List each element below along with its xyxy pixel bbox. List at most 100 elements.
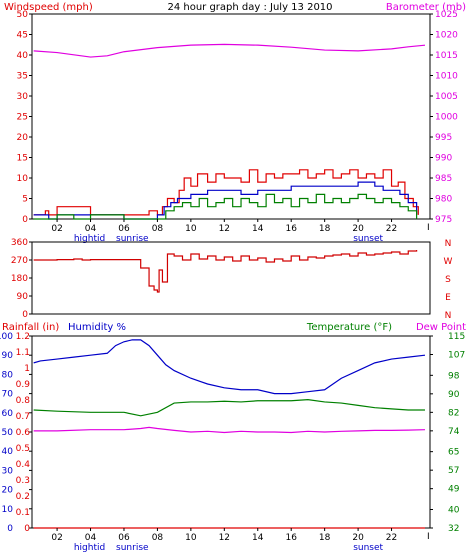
barometer-tick: 1015 — [435, 51, 458, 61]
x-tick-label: 06 — [118, 533, 130, 543]
rainfall-tick-labels: 0 0.1 0.2 0.3 0.4 0.5 0.6 0.7 0.8 0.9 1 1.1 1.2 — [16, 332, 31, 534]
direction-tick: 90 — [17, 292, 29, 302]
wind-direction-line — [33, 250, 418, 293]
temperature-tick: 65 — [448, 448, 459, 458]
magenta-series-line — [33, 426, 425, 434]
barometer-tick: 1020 — [435, 31, 458, 41]
temperature-tick: 57 — [448, 466, 459, 476]
direction-tick: 360 — [11, 238, 28, 248]
magenta-series-line — [33, 43, 426, 58]
x-tick-label: 14 — [252, 224, 264, 234]
humidity-tick: 10 — [2, 505, 14, 515]
x-tick-label: 20 — [352, 533, 364, 543]
rainfall-tick: 0.7 — [16, 412, 30, 422]
chart-title: 24 hour graph day : July 13 2010 — [167, 2, 332, 13]
rainfall-tick: 0 — [24, 524, 30, 534]
windspeed-tick: 50 — [17, 10, 29, 20]
x-tick-label: 12 — [219, 533, 230, 543]
temperature-tick: 98 — [448, 371, 460, 381]
x-tick-label: 22 — [386, 533, 397, 543]
windspeed-tick: 45 — [17, 31, 28, 41]
humidity-tick: 70 — [2, 390, 14, 400]
barometer-tick-labels: 975 980 985 990 995 1000 1005 1010 1015 1020 1025 — [430, 10, 458, 225]
humidity-temp-series — [33, 339, 426, 529]
temperature-tick-labels: 32 40 49 57 65 74 82 90 98 107 115 — [430, 332, 465, 534]
compass-label: W — [444, 257, 453, 267]
hightide-annotation-panel3: hightid — [74, 543, 105, 553]
humidity-tick: 40 — [2, 447, 14, 457]
rainfall-tick: 0.3 — [16, 476, 30, 486]
rainfall-tick: 0.1 — [16, 508, 30, 518]
x-tick-label: 16 — [285, 224, 297, 234]
temperature-tick: 32 — [448, 524, 459, 534]
rainfall-tick: 1 — [24, 364, 30, 374]
barometer-tick: 1010 — [435, 72, 458, 82]
barometer-tick: 975 — [435, 215, 452, 225]
temperature-tick: 49 — [448, 485, 460, 495]
green-series-line — [33, 399, 425, 417]
temperature-tick: 40 — [448, 505, 460, 515]
barometer-tick: 1025 — [435, 10, 458, 20]
x-tick-label: 04 — [85, 224, 97, 234]
humidity-tick: 90 — [2, 351, 14, 361]
rainfall-tick: 0.4 — [16, 460, 31, 470]
green-series-line — [33, 193, 418, 220]
humidity-axis-label: Humidity % — [68, 322, 126, 333]
red-series-line — [33, 169, 419, 216]
compass-label: E — [445, 293, 451, 303]
dew-point-axis-label: Dew Point — [416, 322, 466, 333]
hightide-annotation-panel1: hightid — [74, 234, 105, 244]
x-tick-label: 08 — [152, 224, 164, 234]
temperature-tick: 90 — [448, 390, 460, 400]
direction-tick: 0 — [22, 310, 28, 320]
temperature-tick: 115 — [448, 332, 465, 342]
temperature-axis-label: Temperature (°F) — [306, 322, 392, 333]
temperature-tick: 74 — [448, 427, 460, 437]
humidity-tick: 50 — [2, 428, 14, 438]
windspeed-tick: 35 — [17, 72, 28, 82]
humidity-tick: 80 — [2, 370, 14, 380]
x-tick-labels-panel3: 02 04 06 08 10 12 14 16 18 20 22 — [51, 528, 397, 543]
sunset-annotation-panel1: sunset — [353, 234, 383, 244]
compass-label: S — [445, 275, 451, 285]
x-tick-label: 10 — [185, 224, 197, 234]
x-tick-labels-panel1: 02 04 06 08 10 12 14 16 18 20 22 — [51, 219, 397, 234]
barometer-tick: 990 — [435, 154, 452, 164]
x-tick-label: 06 — [118, 224, 130, 234]
windspeed-tick-labels: 0 5 10 15 20 25 30 35 40 45 50 — [17, 10, 32, 225]
humidity-tick: 30 — [2, 466, 14, 476]
barometer-tick: 995 — [435, 133, 452, 143]
compass-label: N — [445, 239, 452, 249]
x-tick-label: 02 — [51, 224, 62, 234]
x-end-label-panel1: I — [427, 223, 430, 233]
x-tick-label: 04 — [85, 533, 97, 543]
temperature-tick: 107 — [448, 351, 465, 361]
humidity-tick: 0 — [7, 524, 13, 534]
x-end-label-panel3: I — [427, 532, 430, 542]
barometer-tick: 1005 — [435, 92, 458, 102]
sunrise-annotation-panel1: sunrise — [116, 234, 149, 244]
x-tick-label: 14 — [252, 533, 264, 543]
direction-tick: 270 — [11, 256, 28, 266]
x-tick-label: 10 — [185, 533, 197, 543]
barometer-tick: 980 — [435, 195, 452, 205]
rainfall-tick: 1.1 — [16, 348, 30, 358]
humidity-tick: 100 — [0, 332, 13, 342]
rainfall-tick: 0.9 — [16, 380, 31, 390]
rainfall-tick: 0.5 — [16, 444, 30, 454]
humidity-tick: 20 — [2, 486, 14, 496]
humidity-tick-labels: 0102030405060708090100 — [0, 332, 32, 534]
barometer-axis-label: Barometer (mb) — [386, 2, 466, 13]
barometer-tick: 1000 — [435, 113, 458, 123]
wind-baro-series — [33, 43, 426, 220]
temperature-tick: 82 — [448, 408, 459, 418]
rainfall-tick: 0.8 — [16, 396, 31, 406]
windspeed-tick: 15 — [17, 154, 28, 164]
rainfall-tick: 0.2 — [16, 492, 30, 502]
x-tick-label: 16 — [285, 533, 297, 543]
sunset-annotation-panel3: sunset — [353, 543, 383, 553]
x-tick-label: 20 — [352, 224, 364, 234]
windspeed-tick: 25 — [17, 113, 28, 123]
